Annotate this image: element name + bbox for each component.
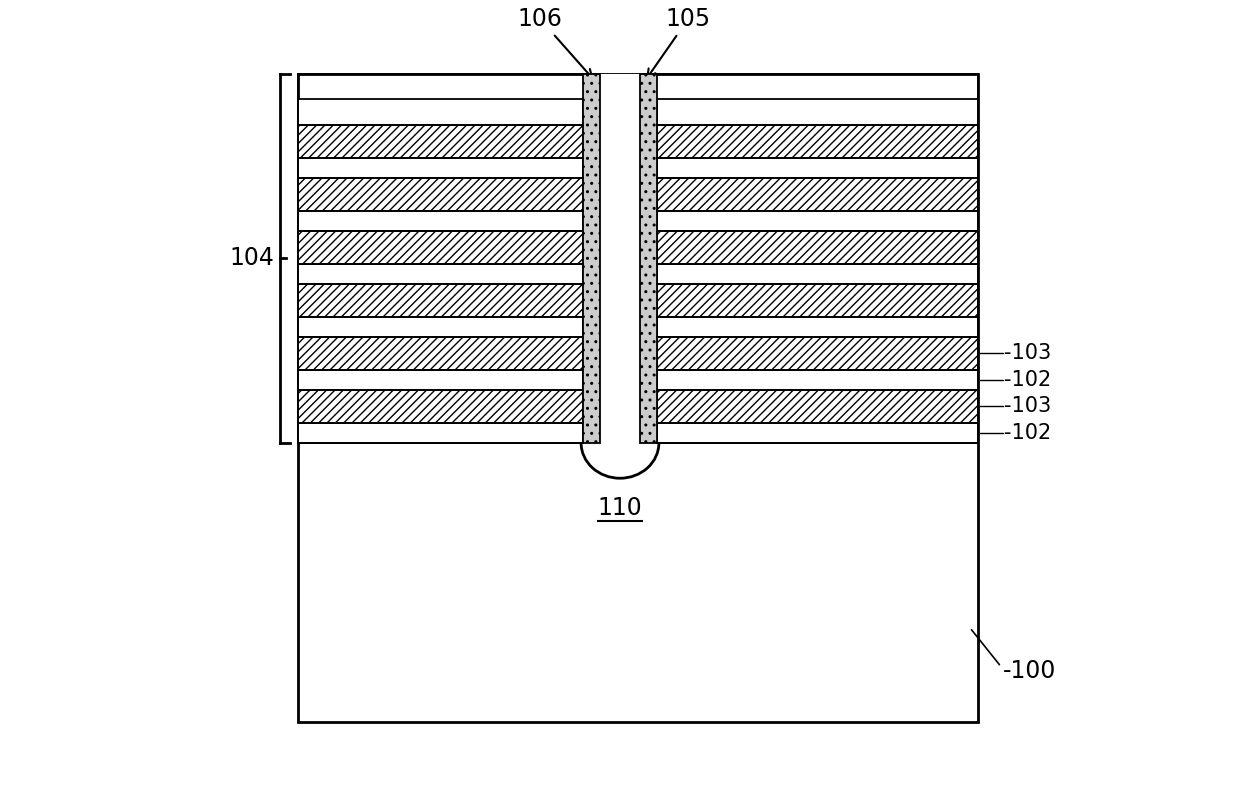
Text: 105: 105 [647, 6, 711, 78]
Text: -103: -103 [1004, 396, 1052, 416]
Bar [657, 337, 977, 370]
Bar [298, 390, 583, 422]
Bar [298, 422, 583, 443]
Text: -100: -100 [1003, 659, 1056, 683]
Text: -102: -102 [1004, 422, 1052, 443]
Text: 106: 106 [517, 6, 593, 78]
Bar [298, 283, 583, 317]
Text: -102: -102 [1004, 370, 1052, 390]
Bar [640, 74, 657, 443]
Bar [657, 317, 977, 337]
Bar [657, 231, 977, 264]
Bar [298, 74, 977, 722]
Bar [298, 158, 583, 178]
Bar [600, 74, 640, 443]
Bar [657, 125, 977, 158]
Bar [298, 178, 583, 210]
Bar [298, 370, 583, 390]
Text: 104: 104 [229, 246, 274, 271]
Bar [583, 74, 600, 443]
Bar [657, 264, 977, 283]
Bar [657, 422, 977, 443]
Bar [657, 158, 977, 178]
Bar [657, 178, 977, 210]
Bar [657, 390, 977, 422]
Text: 110: 110 [598, 495, 642, 519]
Bar [298, 125, 583, 158]
Bar [298, 210, 583, 231]
Bar [298, 317, 583, 337]
Bar [298, 337, 583, 370]
Bar [657, 370, 977, 390]
Text: -103: -103 [1004, 343, 1052, 364]
Bar [298, 264, 583, 283]
Bar [298, 99, 583, 125]
Bar [657, 99, 977, 125]
Bar [657, 283, 977, 317]
Bar [657, 210, 977, 231]
Bar [298, 231, 583, 264]
